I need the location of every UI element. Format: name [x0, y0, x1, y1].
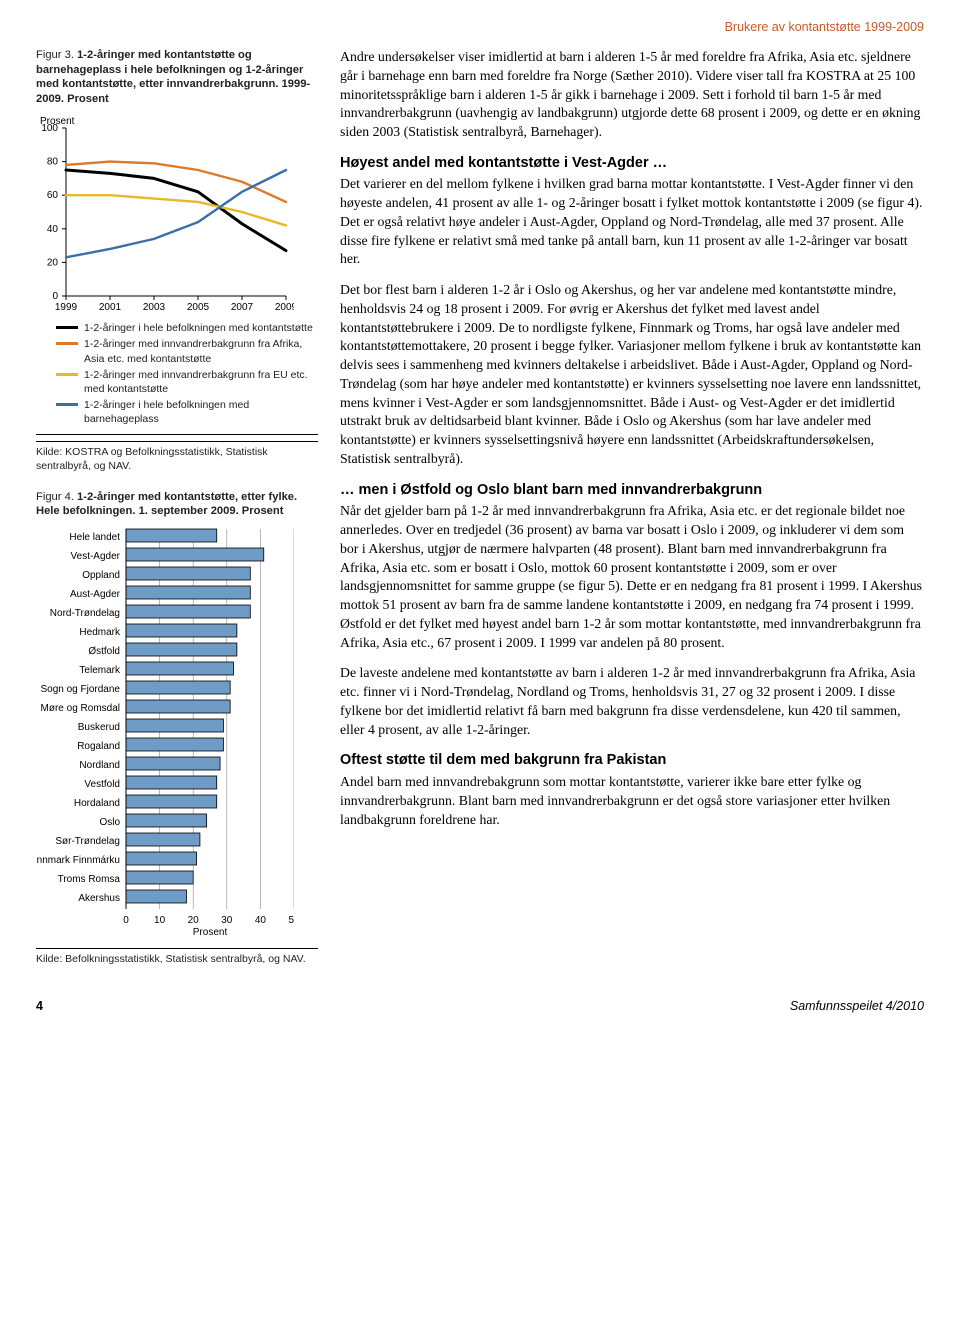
svg-text:Troms Romsa: Troms Romsa	[58, 874, 121, 885]
running-header: Brukere av kontantstøtte 1999-2009	[36, 20, 924, 34]
svg-text:10: 10	[154, 915, 166, 926]
legend-item: 1-2-åringer i hele befolkningen med kont…	[56, 321, 318, 335]
svg-text:Finnmark Finnmárku: Finnmark Finnmárku	[36, 855, 120, 866]
svg-text:Telemark: Telemark	[79, 665, 121, 676]
svg-text:Aust-Agder: Aust-Agder	[70, 589, 121, 600]
svg-text:Buskerud: Buskerud	[78, 722, 120, 733]
body-text: Andre undersøkelser viser imidlertid at …	[340, 48, 924, 983]
legend-swatch	[56, 326, 78, 329]
svg-text:1999: 1999	[55, 302, 78, 312]
figure4-chart: 0 10 20 30 40 50 Hele landet Vest-Agder Oppland A…	[36, 525, 318, 942]
svg-text:Hedmark: Hedmark	[79, 627, 121, 638]
svg-text:Vest-Agder: Vest-Agder	[71, 551, 121, 562]
figure3-title: Figur 3. 1-2-åringer med kontantstøtte o…	[36, 48, 318, 106]
svg-text:Akershus: Akershus	[78, 893, 120, 904]
svg-text:0: 0	[52, 291, 58, 302]
svg-text:Nordland: Nordland	[79, 760, 120, 771]
page-footer: 4 Samfunnsspeilet 4/2010	[36, 999, 924, 1013]
svg-text:30: 30	[221, 915, 233, 926]
svg-text:2005: 2005	[187, 302, 210, 312]
svg-text:Prosent: Prosent	[193, 927, 228, 938]
svg-text:2003: 2003	[143, 302, 166, 312]
svg-text:Hele landet: Hele landet	[69, 532, 120, 543]
svg-text:Hordaland: Hordaland	[74, 798, 120, 809]
svg-text:2001: 2001	[99, 302, 122, 312]
svg-text:100: 100	[41, 123, 58, 134]
paragraph: Andre undersøkelser viser imidlertid at …	[340, 48, 924, 142]
svg-text:20: 20	[188, 915, 200, 926]
svg-text:40: 40	[47, 224, 59, 235]
svg-text:60: 60	[47, 190, 59, 201]
paragraph: Det varierer en del mellom fylkene i hvi…	[340, 175, 924, 269]
section-heading: Høyest andel med kontantstøtte i Vest-Ag…	[340, 154, 924, 174]
figure3-chart: Prosent020406080100199920012003200520072…	[36, 112, 318, 315]
svg-text:Møre og Romsdal: Møre og Romsdal	[41, 703, 120, 714]
svg-text:Sør-Trøndelag: Sør-Trøndelag	[55, 836, 120, 847]
svg-text:80: 80	[47, 157, 59, 168]
legend-swatch	[56, 342, 78, 345]
svg-text:Oppland: Oppland	[82, 570, 120, 581]
svg-text:0: 0	[123, 915, 129, 926]
figure4-title: Figur 4. 1-2-åringer med kontantstøtte, …	[36, 490, 318, 519]
legend-label: 1-2-åringer i hele befolkningen med kont…	[84, 321, 313, 335]
section-heading: Oftest støtte til dem med bakgrunn fra P…	[340, 751, 924, 771]
paragraph: Andel barn med innvandrebakgrunn som mot…	[340, 773, 924, 829]
svg-text:Oslo: Oslo	[99, 817, 120, 828]
svg-text:40: 40	[255, 915, 267, 926]
section-heading: … men i Østfold og Oslo blant barn med i…	[340, 481, 924, 501]
legend-item: 1-2-åringer i hele befolkningen med barn…	[56, 398, 318, 426]
svg-text:2007: 2007	[231, 302, 254, 312]
svg-text:Østfold: Østfold	[88, 646, 120, 657]
svg-text:Sogn og Fjordane: Sogn og Fjordane	[40, 684, 120, 695]
svg-text:20: 20	[47, 258, 59, 269]
legend-swatch	[56, 373, 78, 376]
svg-text:2009: 2009	[275, 302, 294, 312]
publication-name: Samfunnsspeilet 4/2010	[790, 999, 924, 1013]
legend-item: 1-2-åringer med innvandrerbakgrunn fra E…	[56, 368, 318, 396]
figure3-legend: 1-2-åringer i hele befolkningen med kont…	[36, 321, 318, 435]
legend-label: 1-2-åringer med innvandrerbakgrunn fra A…	[84, 337, 318, 365]
svg-text:Rogaland: Rogaland	[77, 741, 120, 752]
legend-label: 1-2-åringer i hele befolkningen med barn…	[84, 398, 318, 426]
page-number: 4	[36, 999, 43, 1013]
paragraph: De laveste andelene med kontantstøtte av…	[340, 664, 924, 739]
legend-swatch	[56, 403, 78, 406]
paragraph: Det bor flest barn i alderen 1-2 år i Os…	[340, 281, 924, 469]
legend-item: 1-2-åringer med innvandrerbakgrunn fra A…	[56, 337, 318, 365]
paragraph: Når det gjelder barn på 1-2 år med innva…	[340, 502, 924, 652]
svg-text:50: 50	[288, 915, 294, 926]
figure4-source: Kilde: Befolkningsstatistikk, Statistisk…	[36, 948, 318, 967]
svg-text:Vestfold: Vestfold	[84, 779, 120, 790]
left-column: Figur 3. 1-2-åringer med kontantstøtte o…	[36, 48, 318, 983]
figure3-caption: 1-2-åringer med kontantstøtte og barneha…	[36, 49, 310, 105]
svg-text:Nord-Trøndelag: Nord-Trøndelag	[50, 608, 120, 619]
figure4-label: Figur 4.	[36, 491, 77, 503]
legend-label: 1-2-åringer med innvandrerbakgrunn fra E…	[84, 368, 318, 396]
figure3-label: Figur 3.	[36, 49, 77, 61]
figure3-source: Kilde: KOSTRA og Befolkningsstatistikk, …	[36, 441, 318, 473]
